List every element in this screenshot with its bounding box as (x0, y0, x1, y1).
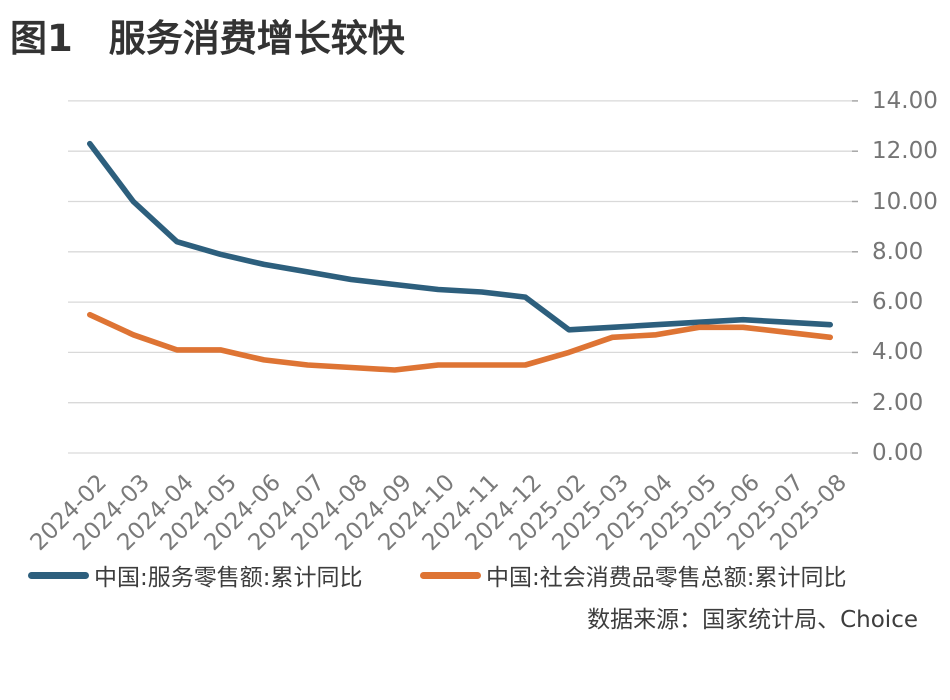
legend-item-consumer-goods-retail: 中国:社会消费品零售总额:累计同比 (420, 560, 847, 591)
chart-title: 图1 服务消费增长较快 (10, 8, 405, 62)
y-axis-label: 2.00 (872, 389, 924, 416)
y-axis-label: 6.00 (872, 289, 924, 316)
y-axis-label: 14.00 (872, 87, 938, 114)
legend-item-services-retail: 中国:服务零售额:累计同比 (28, 560, 363, 591)
series-line-1 (87, 311, 834, 373)
figure-label: 图1 (10, 17, 73, 60)
y-axis-label: 12.00 (872, 138, 938, 165)
y-axis-label: 4.00 (872, 339, 924, 366)
y-axis-label: 0.00 (872, 440, 924, 466)
series-line-0 (87, 140, 834, 333)
y-axis-label: 8.00 (872, 238, 924, 265)
legend-swatch-blue-line (28, 571, 89, 579)
legend-swatch-orange-line (420, 571, 481, 579)
chart-title-text: 服务消费增长较快 (108, 17, 405, 60)
y-axis-label: 10.00 (872, 188, 938, 215)
line-plot (68, 100, 858, 454)
data-source-note: 数据来源：国家统计局、Choice (587, 607, 918, 633)
legend-label-consumer-goods-retail: 中国:社会消费品零售总额:累计同比 (486, 565, 847, 591)
legend-label-services-retail: 中国:服务零售额:累计同比 (94, 565, 363, 591)
